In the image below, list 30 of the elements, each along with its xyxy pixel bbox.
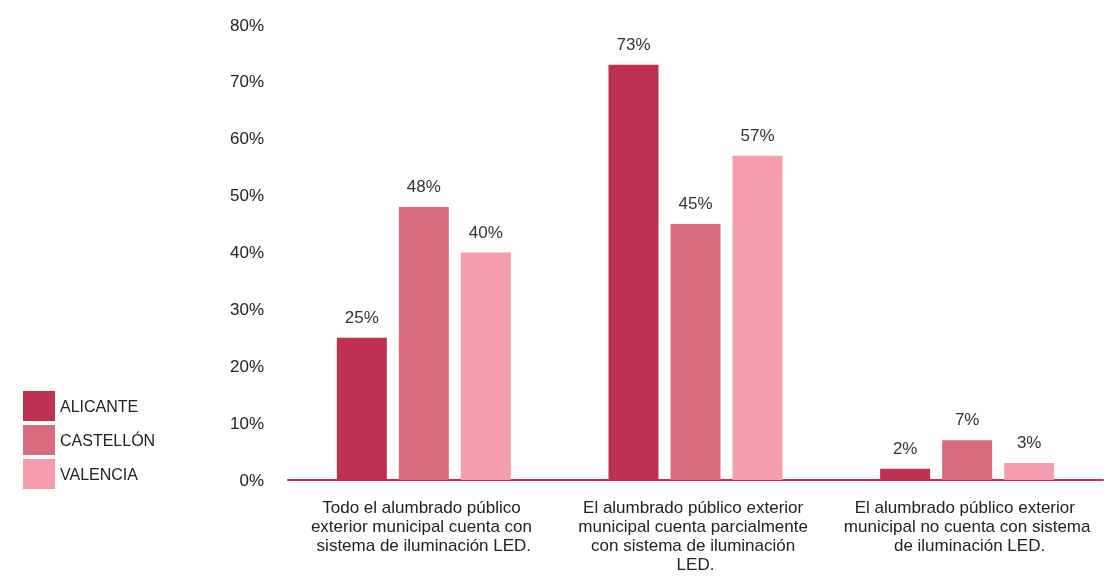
x-tick-label: Todo el alumbrado público exterior municipal cuenta con sistema de iluminación LED. bbox=[310, 498, 537, 555]
data-label: 7% bbox=[954, 410, 980, 430]
bar bbox=[460, 252, 511, 480]
y-tick-label: 0% bbox=[239, 470, 264, 490]
bar bbox=[398, 207, 449, 480]
y-tick-label: 50% bbox=[229, 186, 264, 206]
y-tick-label: 20% bbox=[229, 356, 264, 376]
x-tick-label: El alumbrado público exterior municipal cuenta parcialmente con sistema de iluminación LED. bbox=[578, 498, 813, 574]
bar bbox=[732, 155, 783, 480]
y-tick-label: 60% bbox=[229, 129, 264, 149]
bar bbox=[1004, 462, 1055, 480]
data-label: 2% bbox=[892, 438, 918, 458]
data-label: 45% bbox=[678, 194, 713, 214]
bar bbox=[670, 224, 721, 480]
data-label: 48% bbox=[406, 177, 441, 196]
bar bbox=[942, 440, 993, 480]
data-label: 73% bbox=[616, 34, 651, 54]
data-label: 40% bbox=[468, 222, 503, 242]
data-label: 25% bbox=[344, 307, 379, 327]
legend-label: ALICANTE bbox=[60, 397, 139, 415]
x-tick-label: El alumbrado público exterior municipal no cuenta con sistema de iluminación LED. bbox=[843, 498, 1092, 555]
y-tick-label: 30% bbox=[229, 299, 264, 319]
data-label: 57% bbox=[740, 125, 775, 145]
legend-label: CASTELLÓN bbox=[60, 430, 156, 449]
legend-label: VALENCIA bbox=[60, 465, 139, 483]
y-tick-label: 80% bbox=[229, 15, 264, 35]
y-tick-label: 10% bbox=[229, 413, 264, 433]
data-label: 3% bbox=[1016, 432, 1042, 452]
y-tick-label: 70% bbox=[229, 72, 264, 92]
y-tick-label: 40% bbox=[229, 243, 264, 262]
